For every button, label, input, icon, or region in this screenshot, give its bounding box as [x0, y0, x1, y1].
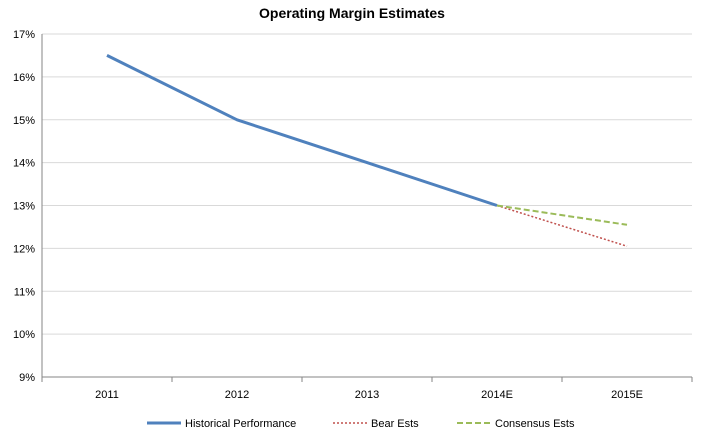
x-tick-label: 2011 [95, 389, 119, 401]
legend-label-consensus-ests: Consensus Ests [495, 418, 575, 430]
x-tick-label: 2013 [355, 389, 379, 401]
legend-label-historical-performance: Historical Performance [185, 418, 296, 430]
y-tick-label: 9% [19, 372, 35, 384]
legend-label-bear-ests: Bear Ests [371, 418, 419, 430]
chart-title: Operating Margin Estimates [259, 5, 445, 21]
legend: Historical Performance Bear Ests Consensus… [147, 418, 575, 430]
y-tick-label: 10% [13, 329, 35, 341]
y-tick-label: 11% [14, 286, 35, 298]
series-line-historical-performance [106, 54, 498, 207]
series-line-consensus-ests [496, 204, 628, 226]
x-tick-label: 2015E [611, 389, 643, 401]
y-tick-label: 14% [13, 158, 35, 170]
gridlines [42, 33, 692, 335]
y-tick-label: 12% [13, 243, 35, 255]
series-line-bear-ests [496, 204, 628, 247]
x-axis-tick-labels: 2011 2012 2013 2014E 2015E [95, 389, 643, 401]
x-tick-label: 2012 [225, 389, 249, 401]
y-tick-label: 16% [13, 72, 35, 84]
axes [41, 34, 693, 382]
y-axis-tick-labels: 9% 10% 11% 12% 13% 14% 15% 16% 17% [13, 29, 35, 384]
y-tick-label: 15% [13, 115, 35, 127]
y-tick-label: 13% [13, 201, 35, 213]
y-tick-label: 17% [13, 29, 35, 41]
x-tick-label: 2014E [481, 389, 513, 401]
series-lines [106, 54, 628, 247]
